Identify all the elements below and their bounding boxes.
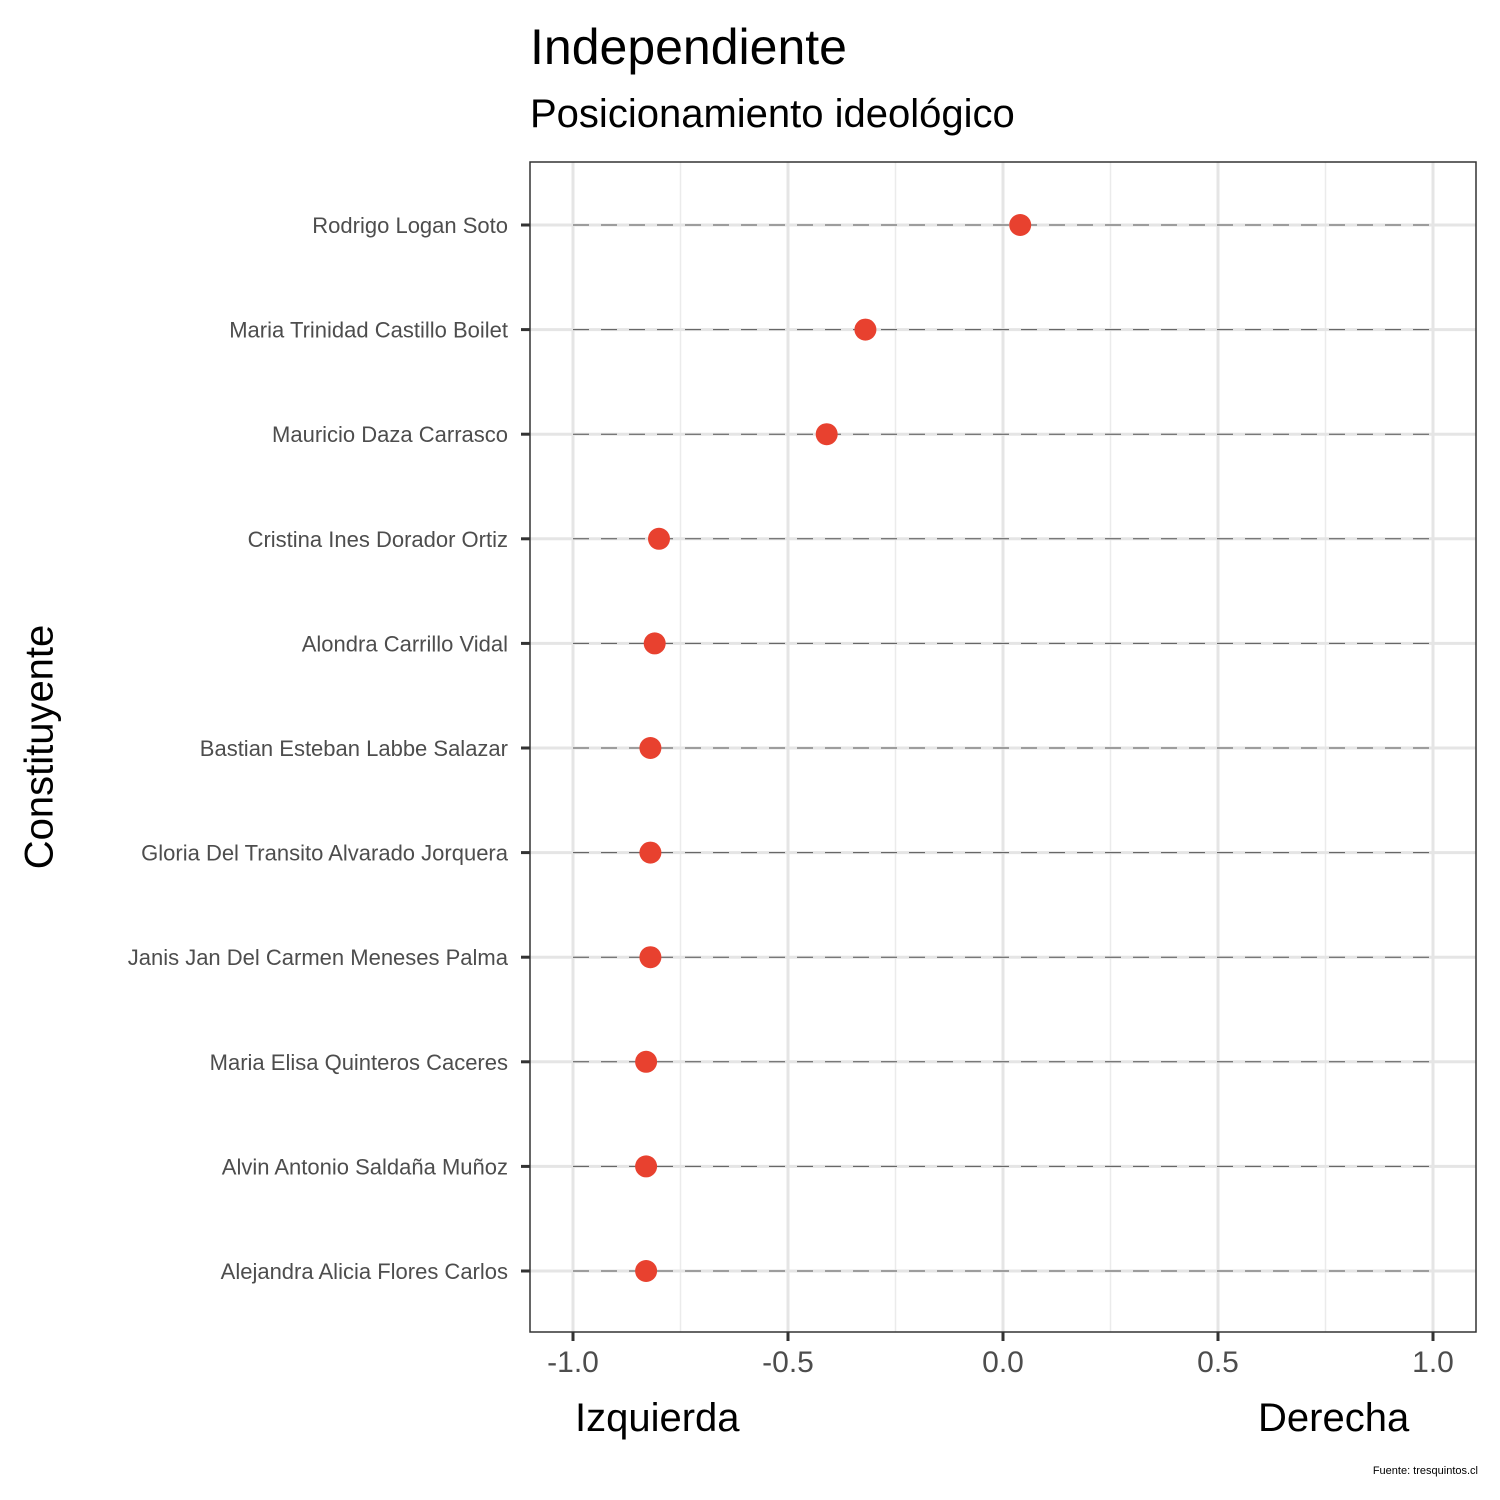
x-tick-label: 0.5 xyxy=(1197,1346,1239,1379)
data-point xyxy=(643,632,666,655)
y-tick-label: Bastian Esteban Labbe Salazar xyxy=(200,736,508,761)
data-point xyxy=(1009,214,1032,236)
y-tick-label: Alvin Antonio Saldaña Muñoz xyxy=(222,1154,508,1179)
data-point xyxy=(639,946,662,969)
data-point xyxy=(635,1050,658,1073)
y-tick-label: Cristina Ines Dorador Ortiz xyxy=(248,527,508,552)
x-tick-label: -0.5 xyxy=(762,1346,814,1379)
y-tick-label: Alejandra Alicia Flores Carlos xyxy=(221,1259,508,1284)
data-point xyxy=(635,1260,658,1282)
y-tick-label: Maria Elisa Quinteros Caceres xyxy=(210,1050,508,1075)
data-point xyxy=(648,527,670,550)
data-point xyxy=(635,1155,658,1178)
source-note: Fuente: tresquintos.cl xyxy=(1372,1465,1478,1477)
chart-title: Independiente xyxy=(530,19,847,75)
data-point xyxy=(639,841,662,864)
y-tick-label: Alondra Carrillo Vidal xyxy=(302,631,508,656)
y-tick-label: Gloria Del Transito Alvarado Jorquera xyxy=(141,841,509,866)
data-point xyxy=(639,737,662,759)
y-tick-label: Janis Jan Del Carmen Meneses Palma xyxy=(128,945,509,970)
x-axis-label-left: Izquierda xyxy=(575,1396,740,1440)
data-point xyxy=(815,423,838,446)
x-tick-label: 1.0 xyxy=(1412,1346,1454,1379)
chart-subtitle: Posicionamiento ideológico xyxy=(530,92,1015,136)
data-point xyxy=(854,318,877,341)
x-tick-label: 0.0 xyxy=(982,1346,1024,1379)
y-tick-label: Mauricio Daza Carrasco xyxy=(272,422,508,447)
y-tick-label: Maria Trinidad Castillo Boilet xyxy=(229,318,508,343)
x-tick-label: -1.0 xyxy=(547,1346,599,1379)
x-axis-label-right: Derecha xyxy=(1258,1396,1410,1440)
y-tick-label: Rodrigo Logan Soto xyxy=(312,213,508,238)
